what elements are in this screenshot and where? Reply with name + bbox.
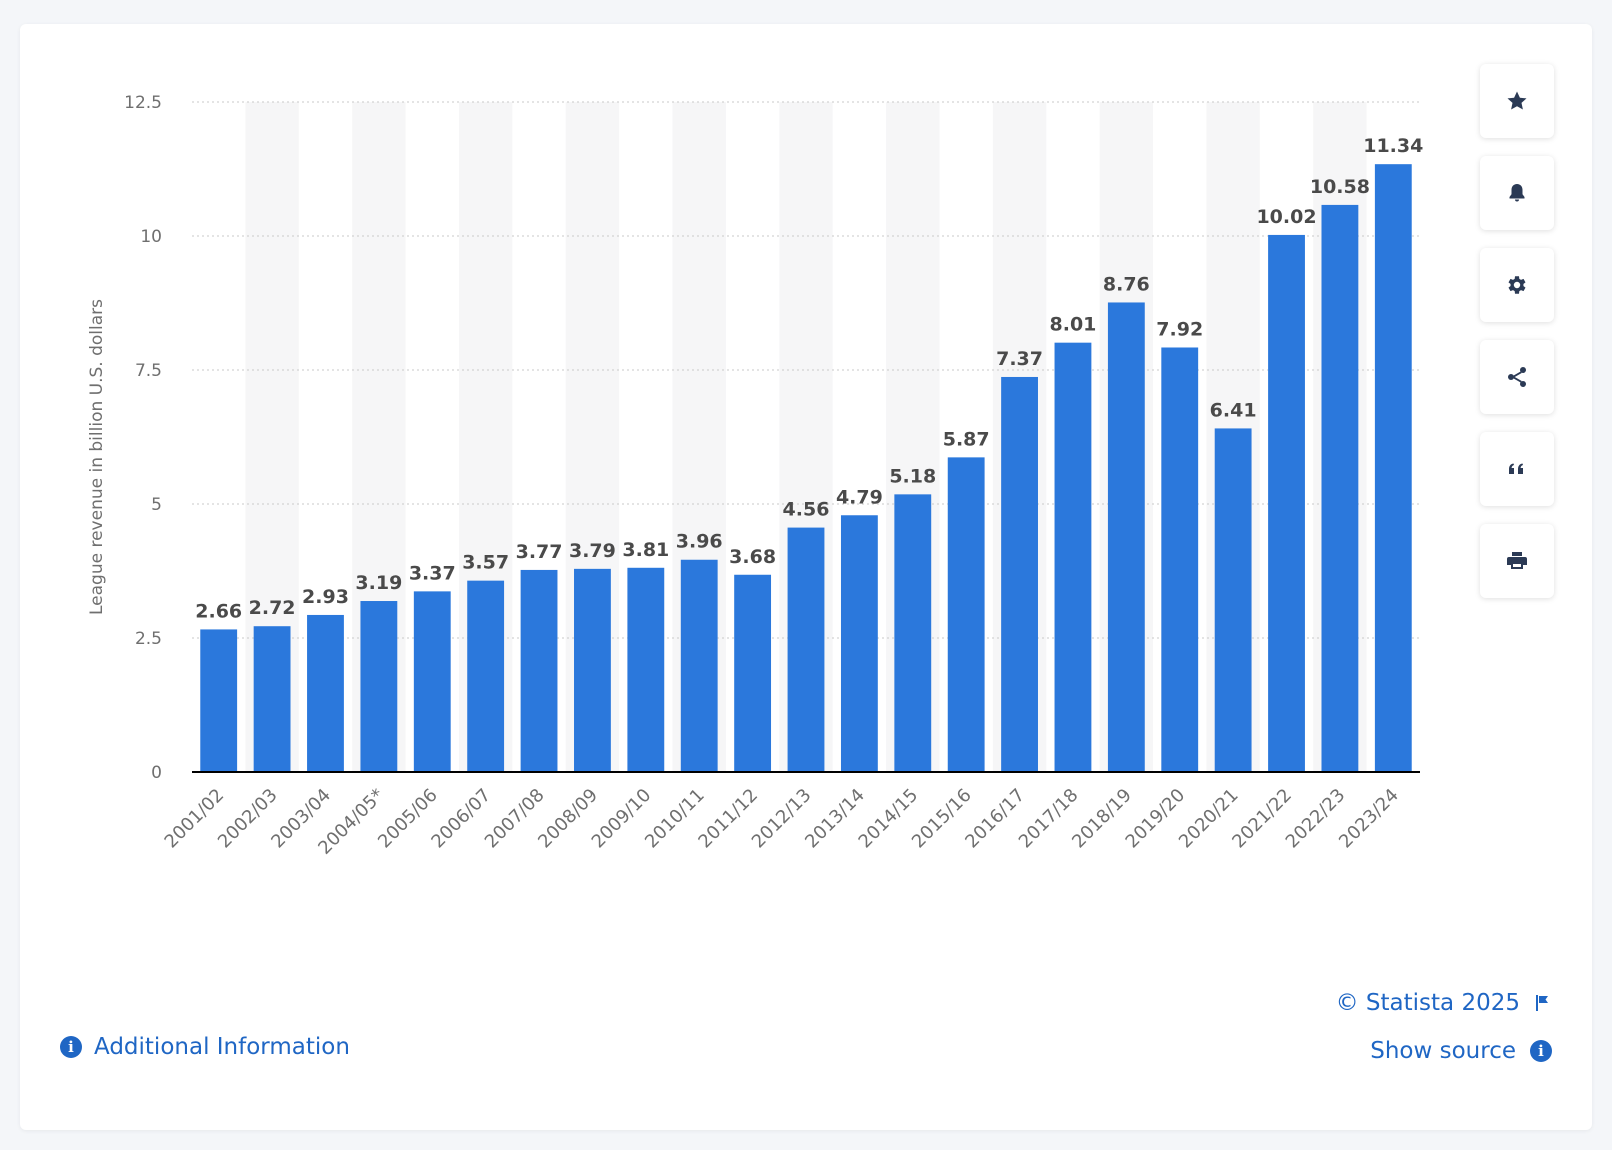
data-label: 5.87 [943,428,990,450]
additional-information-link[interactable]: i Additional Information [60,1034,350,1060]
bar [1321,204,1359,773]
favorite-button[interactable] [1480,64,1554,138]
data-label: 7.92 [1156,318,1203,340]
data-label: 8.01 [1050,314,1097,336]
data-label: 7.37 [996,348,1043,370]
y-tick-label: 0 [151,763,162,783]
y-axis-label: League revenue in billion U.S. dollars [87,299,107,615]
data-label: 11.34 [1363,135,1423,157]
print-icon [1507,552,1527,569]
bar-chart: 0 2.5 5 7.5 10 12.5 League revenue in billion … [87,93,1423,859]
info-icon: i [60,1036,82,1058]
chart-card: 0 2.5 5 7.5 10 12.5 League revenue in billion … [20,24,1592,1130]
cite-button[interactable] [1480,432,1554,506]
additional-information-label: Additional Information [94,1034,350,1060]
copyright-label: © Statista 2025 [1335,990,1520,1016]
show-source-link[interactable]: Show source i [1370,1038,1552,1064]
notification-button[interactable] [1480,156,1554,230]
data-label: 3.96 [676,531,723,553]
y-tick-label: 5 [151,495,162,515]
bar [1161,347,1199,772]
data-label: 3.37 [409,562,456,584]
data-label: 2.93 [302,586,349,608]
gear-icon [1508,276,1526,294]
data-label: 2.72 [249,597,296,619]
bar [1001,376,1038,772]
data-label: 3.81 [622,539,669,561]
data-label: 3.77 [516,541,563,563]
bar [840,515,878,772]
bar [787,527,825,772]
data-label: 3.79 [569,540,616,562]
bar [360,601,398,772]
settings-button[interactable] [1480,248,1554,322]
bar [574,568,611,772]
bar [1107,302,1145,772]
bar [307,614,344,772]
data-label: 3.68 [729,546,776,568]
bar [1268,234,1305,773]
y-tick-label: 10 [140,227,162,247]
bar [467,580,505,772]
flag-icon [1534,994,1550,1012]
quote-icon [1509,463,1523,474]
bar [734,574,772,772]
bar [1214,428,1252,772]
bar [680,559,718,772]
bell-icon [1509,184,1525,202]
y-tick-label: 12.5 [124,93,162,113]
data-label: 10.58 [1310,176,1370,198]
bar [1374,164,1412,772]
x-tick-label: 2023/24 [1335,785,1403,853]
data-label: 5.18 [889,465,936,487]
bar [200,629,238,772]
info-icon: i [1530,1040,1552,1062]
share-icon [1508,367,1526,387]
data-label: 4.56 [783,499,830,521]
data-label: 10.02 [1256,206,1316,228]
data-label: 6.41 [1210,399,1257,421]
print-button[interactable] [1480,524,1554,598]
bar [947,457,985,772]
y-tick-label: 2.5 [135,629,162,649]
chart-toolbar [1480,64,1556,616]
copyright-link[interactable]: © Statista 2025 [1336,990,1550,1016]
bar [1054,342,1092,772]
share-button[interactable] [1480,340,1554,414]
data-label: 2.66 [195,600,242,622]
bar [520,569,558,772]
show-source-label: Show source [1370,1038,1516,1064]
data-label: 4.79 [836,486,883,508]
data-label: 8.76 [1103,273,1150,295]
data-label: 3.57 [462,552,509,574]
data-label: 3.19 [355,572,402,594]
star-icon [1507,91,1527,110]
bar [413,591,451,772]
bar [253,626,291,772]
bar [627,567,665,772]
bar [894,494,932,772]
y-tick-label: 7.5 [135,361,162,381]
